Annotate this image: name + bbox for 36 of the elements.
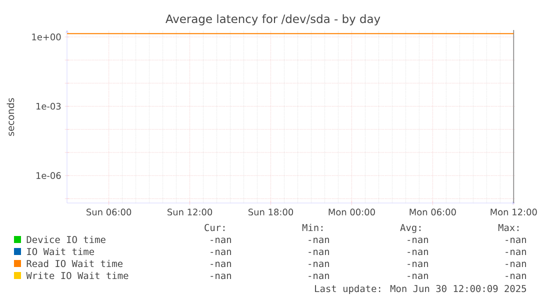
y-tick-label: 1e-06	[36, 172, 61, 179]
text: -nan	[506, 250, 526, 256]
text: -nan	[506, 262, 526, 268]
text: -nan	[308, 274, 329, 280]
text: -nan	[506, 238, 526, 244]
text: Max:	[498, 224, 519, 232]
text: Avg:	[400, 224, 421, 234]
text: Cur:	[204, 224, 225, 232]
legend-label: Write IO Wait time	[26, 272, 128, 280]
y-axis-title: seconds	[6, 98, 14, 136]
legend-label: Device IO time	[26, 236, 106, 244]
text: -nan	[408, 274, 428, 280]
chart-title: Average latency for /dev/sda - by day	[166, 14, 380, 26]
x-tick-label: Mon 06:00	[410, 208, 456, 216]
text: -nan	[308, 262, 329, 268]
y-tick-label: 1e+00	[32, 34, 61, 40]
legend-label: Read IO Wait time	[26, 260, 123, 268]
text: -nan	[210, 262, 231, 268]
text: -nan	[408, 238, 428, 244]
text: -nan	[308, 238, 329, 244]
text: -nan	[210, 274, 231, 280]
legend-label: IO Wait time	[27, 248, 94, 256]
text: -nan	[408, 250, 428, 256]
x-tick-label: Mon 00:00	[328, 208, 375, 216]
text: Last update: Mon Jun 30 12:00:09 2025	[315, 284, 526, 294]
x-tick-label: Sun 18:00	[248, 208, 294, 216]
y-tick-label: 1e-03	[36, 102, 61, 110]
x-tick-label: Sun 12:00	[168, 208, 212, 216]
text: -nan	[210, 250, 231, 256]
text: -nan	[408, 262, 428, 268]
x-tick-label: Sun 06:00	[86, 208, 132, 216]
text: -nan	[506, 274, 526, 280]
text: -nan	[308, 250, 329, 256]
text: Min:	[302, 224, 323, 231]
text: -nan	[210, 238, 231, 244]
x-tick-label: Mon 12:00	[490, 208, 537, 216]
